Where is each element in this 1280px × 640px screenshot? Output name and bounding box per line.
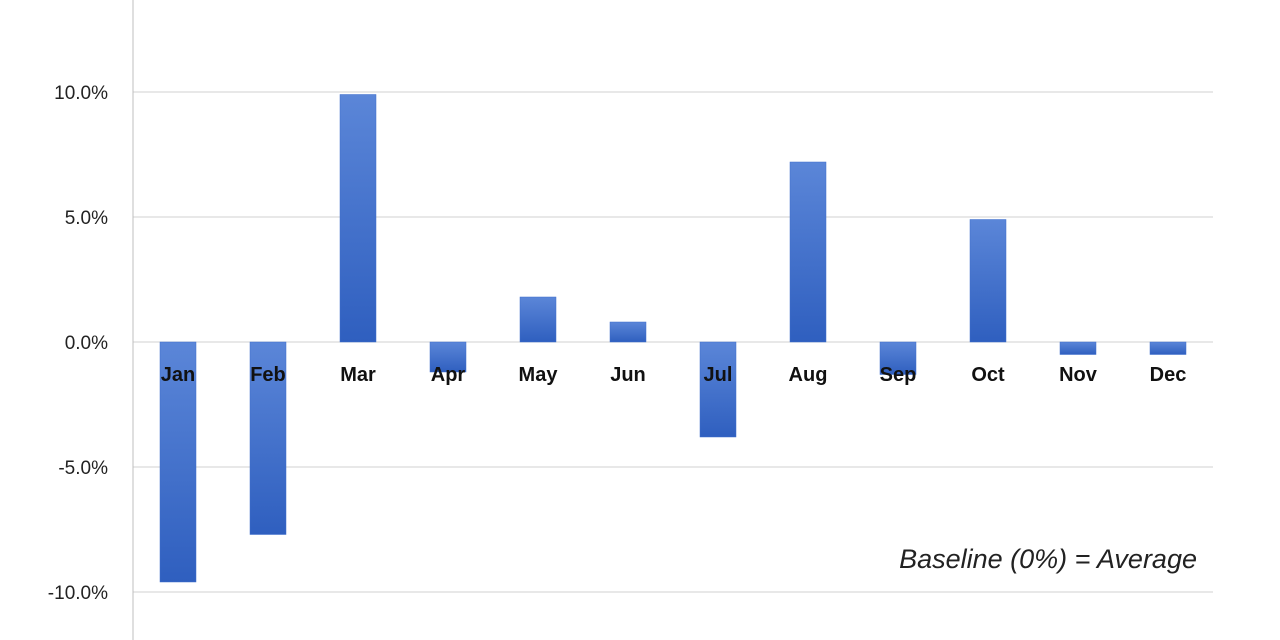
x-category-label: Mar — [340, 364, 376, 386]
x-category-label: Apr — [431, 364, 466, 386]
y-tick-label: 0.0% — [65, 333, 108, 354]
bar-jul — [699, 341, 737, 438]
bar-mar — [339, 94, 377, 343]
x-category-label: Jan — [161, 364, 195, 386]
bar-aug — [789, 161, 827, 343]
y-axis-ticks: -10.0% -5.0% 0.0% 5.0% 10.0% — [48, 83, 108, 604]
bars — [159, 94, 1187, 583]
bar-nov — [1059, 341, 1097, 355]
x-category-label: Jul — [704, 364, 733, 386]
y-tick-label: 10.0% — [54, 83, 108, 104]
x-category-label: May — [519, 364, 559, 386]
gridlines — [133, 91, 1213, 593]
bar-feb — [249, 341, 287, 535]
bar-apr — [429, 341, 467, 373]
bar-dec — [1149, 341, 1187, 355]
x-category-label: Sep — [880, 364, 917, 386]
y-tick-label: -5.0% — [58, 458, 108, 479]
x-category-label: Dec — [1150, 364, 1187, 386]
y-tick-label: -10.0% — [48, 583, 108, 604]
y-tick-label: 5.0% — [65, 208, 108, 229]
bar-jan — [159, 341, 197, 583]
bar-may — [519, 296, 557, 343]
bar-jun — [609, 321, 647, 343]
x-category-label: Feb — [250, 364, 286, 386]
x-category-label: Aug — [789, 364, 828, 386]
baseline-annotation: Baseline (0%) = Average — [899, 544, 1197, 574]
bar-oct — [969, 219, 1007, 343]
bar-sep — [879, 341, 917, 375]
x-category-label: Jun — [610, 364, 646, 386]
category-labels: Jan Feb Mar Apr May Jun Jul Aug Sep Oct Nov Dec — [161, 364, 1187, 386]
x-category-label: Oct — [971, 364, 1005, 386]
x-category-label: Nov — [1059, 364, 1098, 386]
